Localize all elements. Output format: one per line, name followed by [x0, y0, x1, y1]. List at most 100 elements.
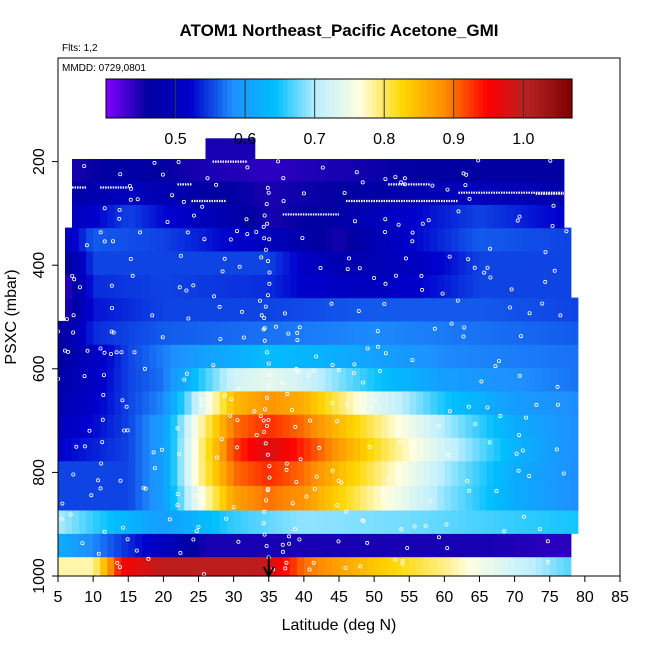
- heatmap-cell: [324, 344, 333, 369]
- heatmap-cell: [121, 485, 129, 511]
- heatmap-cell: [79, 181, 87, 205]
- colorbar-swatch: [506, 79, 513, 118]
- sample-point: [428, 499, 433, 504]
- heatmap-cell: [451, 556, 459, 577]
- y-axis-label: PSXC (mbar): [3, 269, 20, 364]
- sample-point: [266, 361, 271, 366]
- heatmap-cell: [247, 320, 256, 345]
- heatmap-cell: [303, 274, 312, 299]
- heatmap-cell: [486, 414, 495, 438]
- sample-point: [527, 474, 532, 479]
- heatmap-cell: [177, 533, 185, 558]
- heatmap-cell: [86, 485, 94, 511]
- heatmap-cell: [142, 344, 150, 369]
- heatmap-cell: [444, 227, 452, 252]
- heatmap-cell: [296, 320, 305, 345]
- heatmap-cell: [409, 344, 417, 369]
- heatmap-cell: [261, 204, 270, 229]
- sample-point: [558, 313, 563, 318]
- heatmap-cell: [535, 367, 544, 392]
- heatmap-cell: [500, 204, 509, 229]
- heatmap-cell: [156, 460, 164, 486]
- heatmap-cell: [156, 414, 164, 438]
- heatmap-cell: [451, 414, 459, 438]
- sample-point: [546, 559, 551, 564]
- heatmap-cell: [528, 344, 537, 369]
- sample-point: [420, 221, 425, 226]
- heatmap-cell: [360, 460, 368, 486]
- heatmap-cell: [240, 414, 249, 438]
- heatmap-cell: [542, 227, 551, 252]
- colorbar-swatch: [203, 79, 210, 118]
- heatmap-cell: [374, 510, 382, 534]
- heatmap-cell: [247, 344, 256, 369]
- heatmap-cell: [240, 274, 249, 299]
- heatmap-cell: [514, 251, 523, 275]
- sample-point: [266, 259, 271, 264]
- colorbar-swatch: [390, 79, 396, 118]
- colorbar-swatch: [325, 79, 331, 118]
- sample-point: [239, 309, 244, 314]
- heatmap-cell: [542, 251, 551, 275]
- heatmap-cell: [79, 344, 87, 369]
- heatmap-cell: [296, 414, 305, 438]
- heatmap-cell: [233, 485, 242, 511]
- sample-point: [199, 402, 204, 407]
- heatmap-cell: [121, 251, 129, 275]
- heatmap-cell: [184, 485, 192, 511]
- heatmap-cell: [86, 414, 94, 438]
- heatmap-cell: [549, 227, 558, 252]
- heatmap-cell: [100, 181, 108, 205]
- heatmap-cell: [121, 460, 129, 486]
- heatmap-cell: [437, 227, 445, 252]
- heatmap-cell: [451, 204, 459, 229]
- heatmap-cell: [177, 390, 185, 415]
- heatmap-cell: [514, 460, 523, 486]
- colorbar-swatch: [385, 79, 391, 118]
- heatmap-cell: [163, 556, 171, 577]
- heatmap-cell: [332, 344, 340, 369]
- sample-point: [261, 327, 266, 332]
- heatmap-cell: [93, 159, 101, 182]
- sample-point: [520, 448, 525, 453]
- heatmap-cell: [142, 274, 150, 299]
- colorbar-swatch: [464, 79, 471, 118]
- date-label: MMDD: 0729,0801: [62, 63, 146, 74]
- sample-point: [446, 452, 451, 457]
- heatmap-cell: [170, 556, 178, 577]
- heatmap-cell: [521, 227, 530, 252]
- heatmap-cell: [275, 533, 284, 558]
- heatmap-cell: [212, 344, 221, 369]
- heatmap-cell: [339, 460, 347, 486]
- sample-point: [447, 254, 452, 259]
- marker-head: [262, 566, 275, 579]
- colorbar-swatch: [171, 79, 177, 118]
- heatmap-cell: [163, 533, 171, 558]
- heatmap-cell: [479, 181, 488, 205]
- sample-point: [296, 369, 301, 374]
- heatmap-cell: [170, 159, 178, 182]
- heatmap-cell: [275, 159, 284, 182]
- heatmap-cell: [219, 251, 228, 275]
- heatmap-cell: [549, 344, 558, 369]
- sample-point: [143, 486, 148, 491]
- heatmap-cell: [310, 485, 319, 511]
- y-tick-label: 1000: [31, 558, 48, 594]
- heatmap-cell: [212, 297, 221, 322]
- heatmap-cell: [444, 320, 452, 345]
- heatmap-cell: [521, 556, 530, 577]
- heatmap-cell: [479, 414, 488, 438]
- sample-point: [128, 197, 133, 202]
- sample-point: [294, 366, 299, 371]
- heatmap-cell: [72, 437, 80, 462]
- heatmap-cell: [121, 556, 129, 577]
- colorbar-swatch: [147, 79, 154, 118]
- heatmap-cell: [514, 227, 523, 252]
- heatmap-cell: [317, 414, 326, 438]
- heatmap-cell: [114, 251, 122, 275]
- colorbar-swatch: [129, 79, 135, 118]
- heatmap-cell: [191, 251, 200, 275]
- heatmap-cell: [135, 414, 143, 438]
- heatmap-cell: [444, 556, 452, 577]
- sample-point: [99, 461, 104, 466]
